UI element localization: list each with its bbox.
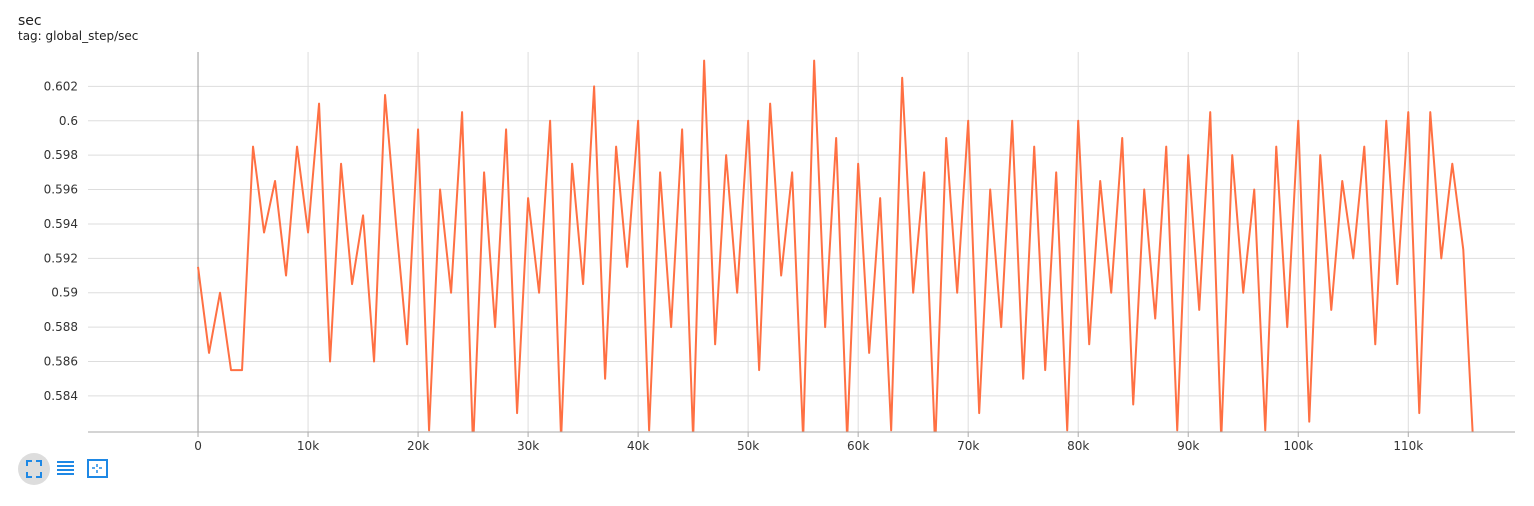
x-tick-label: 0 [194, 439, 202, 453]
x-tick-label: 30k [517, 439, 539, 453]
chart-subtitle: tag: global_step/sec [18, 29, 138, 43]
fit-domain-button[interactable] [18, 453, 50, 485]
y-tick-label: 0.602 [44, 79, 78, 93]
toggle-log-button[interactable] [57, 461, 74, 475]
reset-zoom-button[interactable] [87, 459, 108, 478]
x-tick-label: 100k [1283, 439, 1313, 453]
y-tick-label: 0.588 [44, 320, 78, 334]
y-tick-label: 0.584 [44, 389, 78, 403]
y-tick-label: 0.596 [44, 183, 78, 197]
x-tick-label: 50k [737, 439, 759, 453]
chart-title: sec [18, 13, 42, 29]
y-tick-label: 0.586 [44, 355, 78, 369]
x-tick-label: 10k [297, 439, 319, 453]
x-tick-label: 20k [407, 439, 429, 453]
y-tick-label: 0.6 [59, 114, 78, 128]
x-tick-label: 40k [627, 439, 649, 453]
x-tick-label: 80k [1067, 439, 1089, 453]
x-tick-label: 90k [1177, 439, 1199, 453]
y-tick-label: 0.598 [44, 148, 78, 162]
y-tick-label: 0.594 [44, 217, 78, 231]
data-line [197, 59, 1474, 432]
y-tick-label: 0.59 [51, 286, 78, 300]
x-tick-label: 60k [847, 439, 869, 453]
x-tick-label: 110k [1393, 439, 1423, 453]
y-tick-label: 0.592 [44, 251, 78, 265]
x-tick-label: 70k [957, 439, 979, 453]
grid [88, 52, 1515, 432]
plot [197, 59, 1474, 432]
